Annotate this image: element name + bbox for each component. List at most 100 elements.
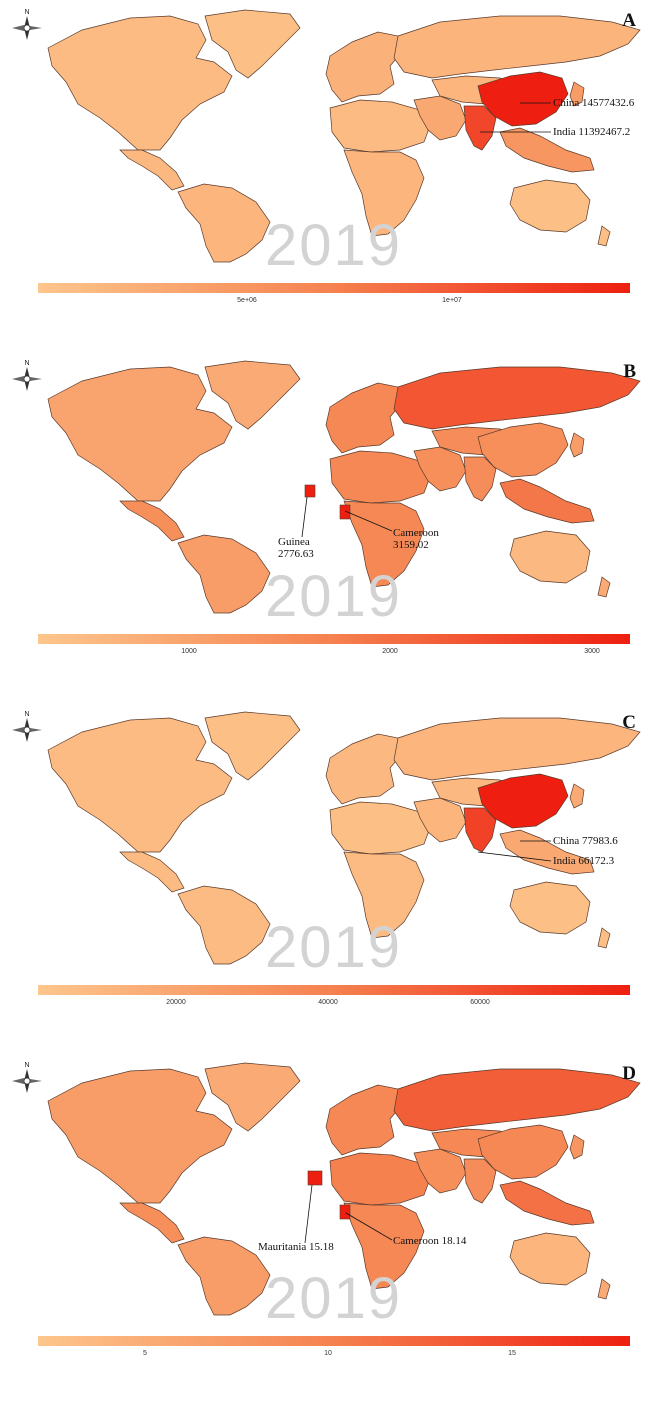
annotation-guinea: Guinea 2776.63 [278, 536, 314, 560]
north-arrow-icon: N [8, 6, 46, 42]
region-naf [329, 801, 431, 855]
annotation-mauritania: Mauritania 15.18 [258, 1241, 334, 1253]
hotspot-country [339, 1204, 351, 1220]
region-nz [597, 1278, 611, 1300]
region-india [463, 456, 497, 502]
region-china [477, 773, 569, 829]
map-panel-a: N A 2019 China 14577432.6 India 11392467… [0, 0, 650, 351]
region-nz [597, 225, 611, 247]
annotation-country: Guinea [278, 536, 310, 548]
region-ca [119, 500, 185, 542]
region-saf [343, 149, 425, 237]
region-gl [204, 1062, 301, 1132]
annotation-india: India 66172.3 [553, 855, 615, 867]
year-watermark: 2019 [265, 915, 403, 980]
region-jp [569, 81, 585, 107]
region-china [477, 422, 569, 478]
region-nz [597, 927, 611, 949]
annotation-leader-line [304, 1184, 313, 1244]
svg-text:N: N [24, 9, 29, 16]
compass-rose-icon: N [12, 711, 42, 742]
legend-tick: 5 [143, 1350, 147, 1357]
svg-text:N: N [24, 1062, 29, 1069]
region-india [463, 1158, 497, 1204]
annotation-value: 3159.02 [393, 539, 429, 551]
region-sea [499, 127, 595, 173]
annotation-leader-line [301, 496, 308, 538]
region-ru [393, 366, 641, 430]
region-sea [499, 478, 595, 524]
annotation-value: 2776.63 [278, 548, 314, 560]
panel-letter: C [622, 712, 636, 733]
annotation-china: China 77983.6 [553, 835, 618, 847]
region-naf [329, 99, 431, 153]
north-arrow-icon: N [8, 1059, 46, 1095]
region-nz [597, 576, 611, 598]
region-india [463, 807, 497, 853]
annotation-leader-line [345, 1212, 393, 1241]
map-panel-c: N C 2019 China 77983.6 India 66172.3 200… [0, 702, 650, 1053]
legend-tick: 1e+07 [442, 297, 462, 304]
svg-text:N: N [24, 711, 29, 718]
region-saf [343, 851, 425, 939]
region-eu [325, 31, 403, 103]
region-au [509, 881, 591, 935]
region-sea [499, 1180, 595, 1226]
region-me [413, 797, 467, 843]
region-eu [325, 733, 403, 805]
region-naf [329, 1152, 431, 1206]
region-au [509, 1232, 591, 1286]
map-panel-b: N B 2019 Guinea 2776.63 Cameroon 3159.02… [0, 351, 650, 702]
legend-tick: 60000 [470, 999, 490, 1006]
annotation-cameroon: Cameroon 3159.02 [393, 527, 439, 551]
region-naf [329, 450, 431, 504]
hotspot-country [307, 1170, 323, 1186]
compass-rose-icon: N [12, 360, 42, 391]
year-watermark: 2019 [265, 1266, 403, 1331]
region-ca [119, 851, 185, 893]
color-legend-bar [38, 985, 630, 995]
compass-rose-icon: N [12, 1062, 42, 1093]
year-watermark: 2019 [265, 213, 403, 278]
legend-tick: 5e+06 [237, 297, 257, 304]
color-legend-bar [38, 283, 630, 293]
legend-tick: 3000 [584, 648, 600, 655]
north-arrow-icon: N [8, 708, 46, 744]
legend-tick: 40000 [318, 999, 338, 1006]
hotspot-country [339, 504, 351, 520]
annotation-india: India 11392467.2 [553, 126, 631, 138]
world-map [47, 1062, 641, 1316]
region-eu [325, 1084, 403, 1156]
region-na [47, 15, 233, 151]
region-jp [569, 1134, 585, 1160]
year-watermark: 2019 [265, 564, 403, 629]
map-panel-d: N D 2019 Mauritania 15.18 Cameroon 18.14… [0, 1053, 650, 1404]
region-saf [343, 500, 425, 588]
region-gl [204, 711, 301, 781]
north-arrow-icon: N [8, 357, 46, 393]
legend-tick: 1000 [181, 648, 197, 655]
region-jp [569, 432, 585, 458]
region-me [413, 95, 467, 141]
compass-rose-icon: N [12, 9, 42, 40]
legend-tick: 20000 [166, 999, 186, 1006]
world-map [47, 9, 641, 263]
region-au [509, 179, 591, 233]
region-ru [393, 15, 641, 79]
region-au [509, 530, 591, 584]
region-sa [177, 1236, 271, 1316]
legend-tick: 10 [324, 1350, 332, 1357]
annotation-china: China 14577432.6 [553, 97, 635, 109]
region-ru [393, 717, 641, 781]
region-saf [343, 1202, 425, 1290]
color-legend-bar [38, 1336, 630, 1346]
legend-tick: 15 [508, 1350, 516, 1357]
panel-letter: D [622, 1063, 636, 1084]
region-china [477, 71, 569, 127]
region-me [413, 1148, 467, 1194]
svg-text:N: N [24, 360, 29, 367]
annotation-leader-line [344, 510, 393, 532]
hotspot-country [304, 484, 316, 498]
region-china [477, 1124, 569, 1180]
world-map [47, 711, 641, 965]
